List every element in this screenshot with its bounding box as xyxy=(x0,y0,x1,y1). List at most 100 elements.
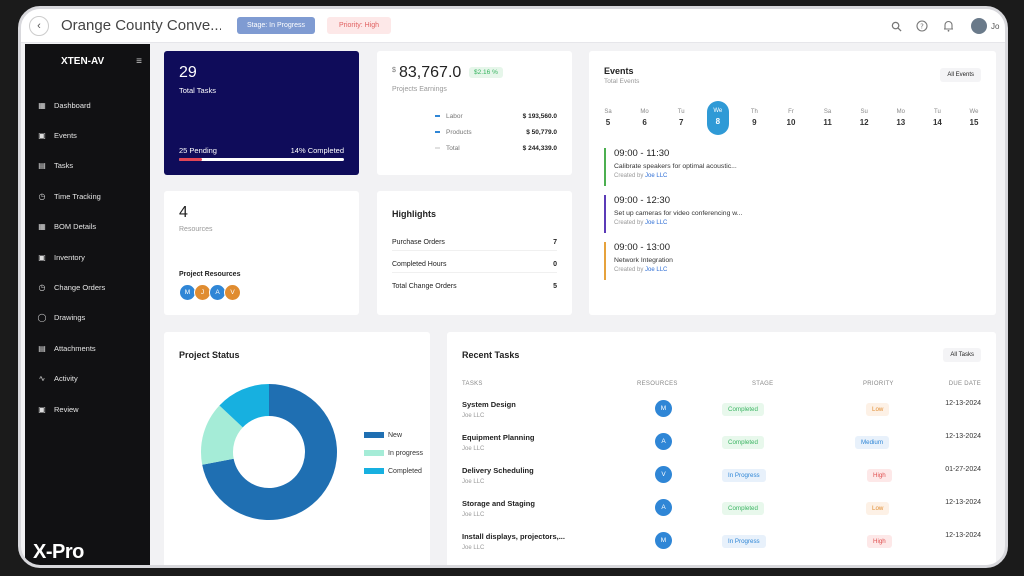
task-client: Joe LLC xyxy=(462,545,485,551)
resource-avatar[interactable]: M xyxy=(655,400,672,417)
task-name[interactable]: Install displays, projectors,... xyxy=(462,532,565,541)
legend-item: New xyxy=(364,426,423,444)
resource-avatar[interactable]: V xyxy=(224,284,241,301)
sidebar-item-tasks[interactable]: ▤ Tasks xyxy=(25,151,150,181)
sidebar-item-dashboard[interactable]: ▦ Dashboard xyxy=(25,90,150,120)
all-events-button[interactable]: All Events xyxy=(940,68,981,82)
back-arrow-icon: ‹ xyxy=(37,19,41,32)
sidebar-item-time-tracking[interactable]: ◷ Time Tracking xyxy=(25,181,150,211)
donut-slice-in-progress[interactable] xyxy=(201,405,243,465)
resource-avatar[interactable]: M xyxy=(655,532,672,549)
notification-bell-icon[interactable] xyxy=(941,19,955,33)
back-button[interactable]: ‹ xyxy=(29,15,49,36)
earnings-change-badge: $2.16 % xyxy=(469,67,503,78)
day-name: We xyxy=(713,108,723,114)
resource-avatar[interactable]: A xyxy=(655,433,672,450)
stage-badge: In Progress xyxy=(722,535,766,548)
sidebar-item-events[interactable]: ▣ Events xyxy=(25,120,150,150)
help-icon[interactable]: ? xyxy=(915,19,929,33)
earnings-row-value: $ 193,560.0 xyxy=(522,113,557,120)
resource-avatar[interactable]: V xyxy=(655,466,672,483)
bom-icon: ▦ xyxy=(38,222,46,232)
calendar-day[interactable]: Sa 11 xyxy=(817,109,839,127)
event-creator[interactable]: Joe LLC xyxy=(645,267,668,273)
search-icon[interactable] xyxy=(889,19,903,33)
recent-tasks-title: Recent Tasks xyxy=(462,350,520,360)
day-name: Mo xyxy=(640,109,649,115)
user-avatar[interactable] xyxy=(971,18,987,34)
day-name: Tu xyxy=(934,109,941,115)
day-date: 15 xyxy=(969,118,979,127)
calendar-day[interactable]: We 8 xyxy=(706,101,729,135)
task-name[interactable]: Storage and Staging xyxy=(462,499,535,508)
calendar-day[interactable]: Mo 13 xyxy=(890,109,912,127)
event-created-by: Created by Joe LLC xyxy=(614,173,784,179)
menu-toggle-icon[interactable]: ≡ xyxy=(136,56,142,67)
column-header-stage[interactable]: STAGE xyxy=(752,381,774,387)
column-header-resources[interactable]: RESOURCES xyxy=(637,381,678,387)
recent-tasks-card: Recent Tasks All Tasks TASKS RESOURCES S… xyxy=(447,332,996,565)
task-name[interactable]: Equipment Planning xyxy=(462,433,535,442)
event-item[interactable]: 09:00 - 13:00 Network Integration Create… xyxy=(604,242,784,280)
total-tasks-card[interactable]: 29 Total Tasks 25 Pending 14% Completed xyxy=(164,51,359,175)
earnings-row-value: $ 50,779.0 xyxy=(526,129,557,136)
calendar-day[interactable]: Mo 6 xyxy=(634,109,656,127)
sidebar-item-bom-details[interactable]: ▦ BOM Details xyxy=(25,212,150,242)
legend-label: Completed xyxy=(388,467,422,475)
sidebar-item-inventory[interactable]: ▣ Inventory xyxy=(25,242,150,272)
task-name[interactable]: Delivery Scheduling xyxy=(462,466,534,475)
sidebar-item-review[interactable]: ▣ Review xyxy=(25,394,150,424)
column-header-tasks[interactable]: TASKS xyxy=(462,381,483,387)
priority-badge: Medium xyxy=(855,436,890,449)
table-row[interactable]: Delivery Scheduling Joe LLC V In Progress Hi… xyxy=(447,466,996,499)
task-name[interactable]: System Design xyxy=(462,400,516,409)
priority-badge[interactable]: Priority: High xyxy=(326,17,392,34)
sidebar-item-label: Tasks xyxy=(54,161,74,171)
resources-label: Resources xyxy=(179,226,213,233)
calendar-day[interactable]: Tu 14 xyxy=(926,109,948,127)
events-card: Events Total Events All Events Sa 5 Mo 6 Tu 7… xyxy=(589,51,996,315)
all-tasks-button[interactable]: All Tasks xyxy=(943,348,981,362)
event-item[interactable]: 09:00 - 12:30 Set up cameras for video c… xyxy=(604,195,784,233)
sidebar-item-change-orders[interactable]: ◷ Change Orders xyxy=(25,272,150,302)
earnings-row-products: Products $ 50,779.0 xyxy=(435,129,557,136)
day-name: Su xyxy=(860,109,868,115)
calendar-day[interactable]: Sa 5 xyxy=(597,109,619,127)
event-creator[interactable]: Joe LLC xyxy=(645,173,668,179)
calendar-day[interactable]: We 15 xyxy=(963,109,985,127)
sidebar-item-attachments[interactable]: ▤ Attachments xyxy=(25,333,150,363)
sidebar-item-activity[interactable]: ∿ Activity xyxy=(25,364,150,394)
donut-slice-completed[interactable] xyxy=(219,384,269,428)
event-creator[interactable]: Joe LLC xyxy=(645,220,668,226)
events-subtitle: Total Events xyxy=(604,78,640,85)
dashboard-icon: ▦ xyxy=(38,100,46,110)
resource-avatar[interactable]: A xyxy=(655,499,672,516)
top-bar: ‹ Orange County Conve... Stage: In Progr… xyxy=(21,9,1005,43)
legend-label: New xyxy=(388,431,403,439)
sidebar-item-label: Inventory xyxy=(54,252,85,262)
task-client: Joe LLC xyxy=(462,446,485,452)
table-row[interactable]: Storage and Staging Joe LLC A Completed Low 1… xyxy=(447,499,996,532)
table-row[interactable]: Equipment Planning Joe LLC A Completed Mediu… xyxy=(447,433,996,466)
highlights-title: Highlights xyxy=(392,209,436,219)
highlight-label: Total Change Orders xyxy=(392,283,457,290)
created-by-prefix: Created by xyxy=(614,267,644,273)
day-date: 13 xyxy=(896,118,906,127)
legend-swatch xyxy=(364,432,384,438)
calendar-day[interactable]: Th 9 xyxy=(743,109,765,127)
legend-dot xyxy=(435,115,440,118)
column-header-due-date[interactable]: DUE DATE xyxy=(948,381,981,387)
calendar-day[interactable]: Tu 7 xyxy=(670,109,692,127)
stage-badge: Completed xyxy=(722,436,764,449)
event-item[interactable]: 09:00 - 11:30 Calibrate speakers for opt… xyxy=(604,148,784,186)
stage-badge[interactable]: Stage: In Progress xyxy=(237,17,315,34)
user-name[interactable]: Jo xyxy=(991,21,1000,31)
calendar-icon: ▣ xyxy=(38,131,46,141)
calendar-day[interactable]: Su 12 xyxy=(853,109,875,127)
table-row[interactable]: System Design Joe LLC M Completed Low 12-13-2… xyxy=(447,400,996,433)
column-header-priority[interactable]: PRIORITY xyxy=(863,381,894,387)
table-row[interactable]: Install displays, projectors,... Joe LLC M… xyxy=(447,532,996,565)
donut-slice-new[interactable] xyxy=(202,384,337,520)
sidebar-item-drawings[interactable]: ◯ Drawings xyxy=(25,303,150,333)
calendar-day[interactable]: Fr 10 xyxy=(780,109,802,127)
